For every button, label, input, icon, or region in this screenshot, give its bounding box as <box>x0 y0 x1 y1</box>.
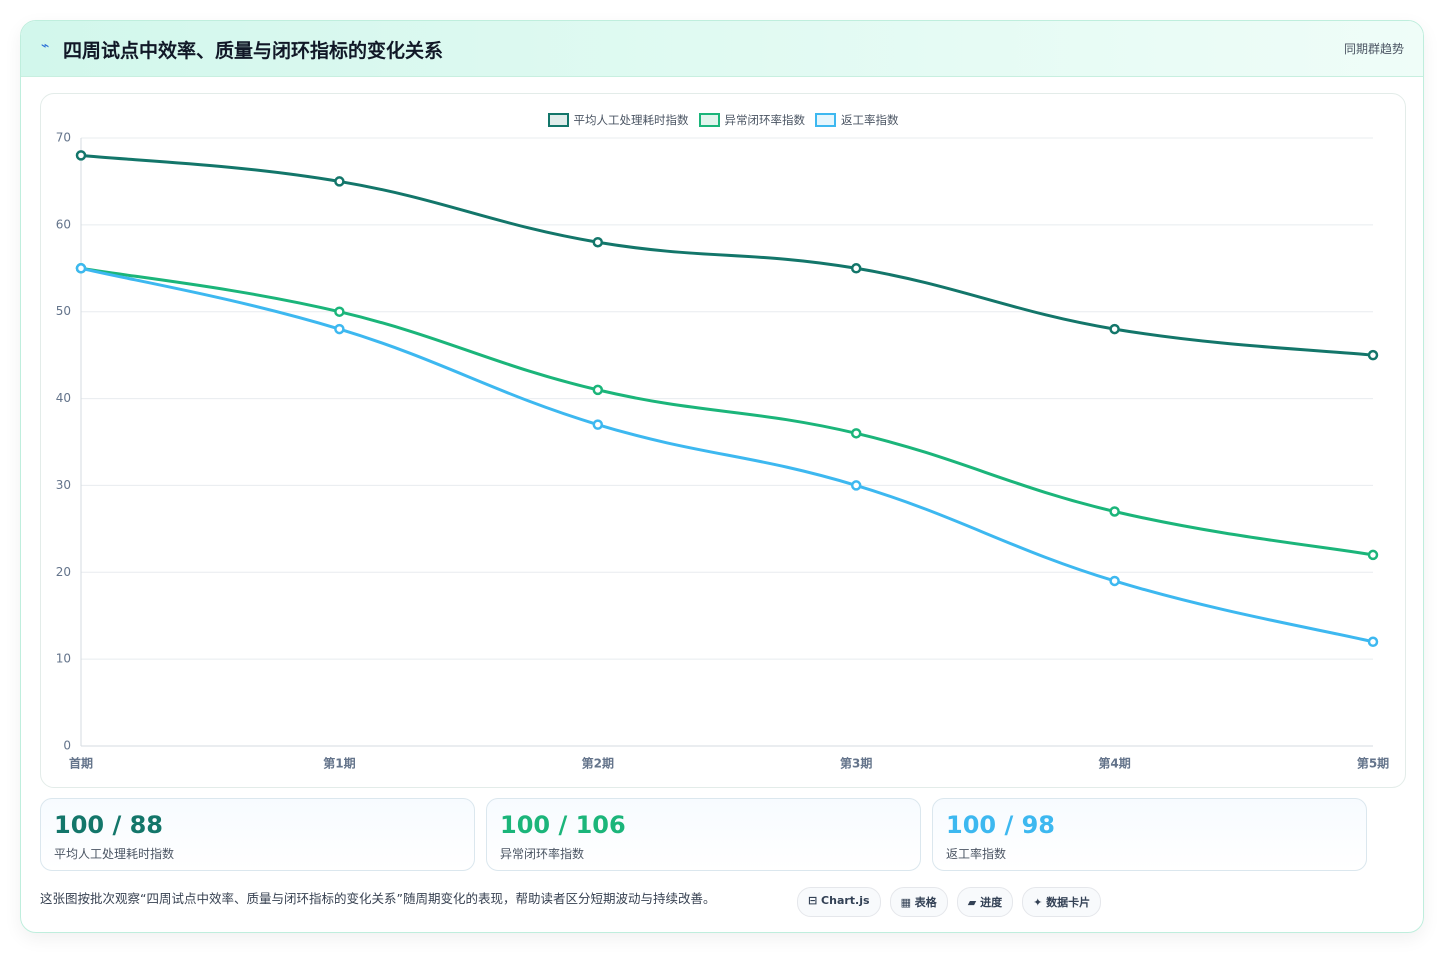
y-tick-label: 10 <box>56 652 71 666</box>
y-tick-label: 70 <box>56 131 71 145</box>
chart-panel: 0 10 20 30 40 50 60 70 首期 第1期 第2期 第3期 第4期 第5期 平均人工处理耗… <box>40 93 1406 788</box>
legend-label: 异常闭环率指数 <box>724 113 806 127</box>
point <box>1367 349 1379 361</box>
legend-label: 平均人工处理耗时指数 <box>573 113 689 127</box>
chip[interactable]: ✦ 数据卡片 <box>1022 887 1102 917</box>
x-tick-label: 第3期 <box>840 756 872 771</box>
point <box>592 236 604 248</box>
point <box>850 428 862 439</box>
y-tick-label: 0 <box>63 739 71 753</box>
point <box>1367 636 1379 648</box>
chip[interactable]: ▦ 表格 <box>889 887 948 917</box>
series-line <box>80 153 1374 357</box>
stat-card: 100 / 106 异常闭环率指数 <box>486 798 921 871</box>
point <box>334 306 345 317</box>
stat-value: 100 / 88 <box>54 811 163 839</box>
cards: 100 / 88 平均人工处理耗时指数 100 / 106 异常闭环率指数 100 / … <box>40 798 1367 871</box>
chart-title: 四周试点中效率、质量与闭环指标的变化关系 <box>63 40 444 62</box>
x-tick-label: 第2期 <box>582 756 614 771</box>
stat-card: 100 / 88 平均人工处理耗时指数 <box>40 798 475 871</box>
point <box>75 150 87 161</box>
note: 这张图按批次观察“四周试点中效率、质量与闭环指标的变化关系”随周期变化的表现，帮… <box>40 891 716 906</box>
point <box>850 263 862 274</box>
series-line <box>80 266 1374 644</box>
point <box>1109 506 1120 517</box>
legend: 平均人工处理耗时指数 异常闭环率指数 返工率指数 <box>41 112 1405 128</box>
x-tick-label: 第5期 <box>1357 756 1389 771</box>
chips: ⊟ Chart.js ▦ 表格 ▰ 进度 ✦ 数据卡片 <box>797 887 1102 917</box>
header: ⌁ 四周试点中效率、质量与闭环指标的变化关系 同期群趋势 <box>21 21 1423 77</box>
badge: 同期群趋势 <box>1343 42 1404 56</box>
point <box>1367 549 1379 561</box>
y-tick-label: 60 <box>56 217 71 231</box>
y-tick-label: 20 <box>56 565 71 579</box>
x-tick-label: 首期 <box>69 756 93 771</box>
chip[interactable]: ⊟ Chart.js <box>797 887 881 917</box>
series-line <box>80 266 1374 557</box>
chip[interactable]: ▰ 进度 <box>956 887 1014 917</box>
stat-value: 100 / 98 <box>946 811 1055 839</box>
point <box>1109 323 1120 335</box>
y-tick-label: 50 <box>56 304 71 318</box>
legend-item: 返工率指数 <box>815 112 899 128</box>
stat-card: 100 / 98 返工率指数 <box>932 798 1367 871</box>
stat-label: 异常闭环率指数 <box>500 847 585 861</box>
y-tick-label: 40 <box>56 391 71 405</box>
legend-swatch <box>815 113 836 127</box>
legend-item: 平均人工处理耗时指数 <box>547 112 689 128</box>
point <box>592 384 604 396</box>
legend-item: 异常闭环率指数 <box>698 112 806 128</box>
legend-swatch <box>698 113 720 127</box>
stat-label: 返工率指数 <box>946 847 1007 861</box>
header-icon: ⌁ <box>41 38 50 54</box>
chart: 0 10 20 30 40 50 60 70 首期 第1期 第2期 第3期 第4期 第5期 <box>56 131 1389 771</box>
legend-swatch <box>547 113 569 127</box>
point <box>592 419 604 430</box>
card: ⌁ 四周试点中效率、质量与闭环指标的变化关系 同期群趋势 0 10 20 30 40 50… <box>20 20 1424 933</box>
point <box>850 480 862 491</box>
x-tick-label: 第1期 <box>323 756 355 771</box>
legend-label: 返工率指数 <box>841 113 899 127</box>
stat-value: 100 / 106 <box>500 811 626 839</box>
point <box>334 176 345 187</box>
point <box>334 323 345 335</box>
point <box>75 263 87 274</box>
y-tick-label: 30 <box>56 478 71 492</box>
x-tick-label: 第4期 <box>1098 756 1130 771</box>
point <box>1109 575 1120 587</box>
stat-label: 平均人工处理耗时指数 <box>54 847 175 861</box>
